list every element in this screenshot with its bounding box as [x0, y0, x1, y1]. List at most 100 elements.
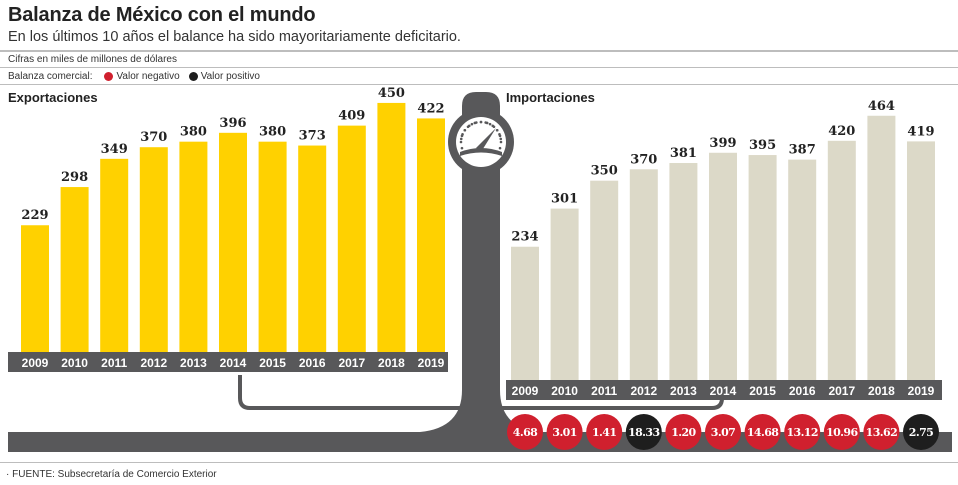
year-label-2010: 2010: [551, 384, 578, 398]
bar-2018: [867, 115, 896, 380]
bar-2016: [298, 145, 327, 352]
imports-chart: 234 2009 301 2010 350 2011 370 2012 381 2013 399 20…: [506, 99, 942, 400]
bar-2009: [511, 246, 539, 380]
value-label-2016: 373: [299, 129, 326, 144]
balance-circle-2018: [863, 414, 900, 450]
year-label-2016: 2016: [299, 356, 326, 370]
year-label-2018: 2018: [868, 384, 895, 398]
legend-negative-swatch: [104, 72, 114, 81]
value-label-2012: 370: [630, 152, 657, 167]
bar-2019: [907, 141, 935, 380]
balance-circle-2010: [546, 414, 583, 450]
source-note: · FUENTE: Subsecretaría de Comercio Exte…: [6, 469, 217, 480]
chart-title: Balanza de México con el mundo: [8, 4, 316, 26]
divider: [0, 50, 958, 52]
bar-2017: [827, 140, 856, 380]
bar-2011: [590, 180, 619, 380]
value-label-2019: 422: [417, 101, 444, 116]
year-label-2016: 2016: [789, 384, 816, 398]
year-label-2012: 2012: [140, 356, 167, 370]
year-label-2010: 2010: [61, 356, 88, 370]
year-label-2015: 2015: [749, 384, 776, 398]
chart-subtitle: En los últimos 10 años el balance ha sid…: [8, 29, 461, 45]
bar-2013: [179, 141, 208, 352]
exports-chart: 229 2009 298 2010 349 2011 370 2012 380 2013 396 20…: [8, 86, 448, 372]
balance-label-2019: 2.75: [909, 426, 933, 439]
value-label-2009: 229: [21, 208, 48, 223]
bar-2015: [258, 141, 287, 352]
bar-2012: [139, 147, 168, 352]
bar-2017: [337, 125, 366, 352]
imports-title: Importaciones: [506, 90, 595, 105]
balance-circle-2012: [625, 414, 662, 450]
scale-pillar: [8, 92, 952, 452]
value-label-2019: 419: [907, 124, 934, 139]
value-label-2011: 350: [591, 164, 618, 179]
balance-circle-2016: [784, 414, 821, 450]
year-label-2017: 2017: [338, 356, 365, 370]
value-label-2010: 301: [551, 192, 578, 207]
bar-2018: [377, 102, 406, 352]
bar-2013: [669, 163, 698, 380]
value-label-2014: 396: [219, 116, 246, 131]
value-label-2015: 395: [749, 138, 776, 153]
year-label-2014: 2014: [220, 356, 247, 370]
value-label-2012: 370: [140, 130, 167, 145]
value-label-2013: 380: [180, 125, 207, 140]
value-label-2018: 450: [378, 86, 405, 101]
year-label-2013: 2013: [180, 356, 207, 370]
divider: [0, 462, 958, 463]
legend-positive-swatch: [188, 72, 198, 81]
year-label-2018: 2018: [378, 356, 405, 370]
balance-label-2016: 13.12: [786, 426, 817, 439]
balance-circle-2019: [903, 414, 939, 450]
scale-frame: [8, 92, 952, 452]
bar-2011: [100, 158, 129, 352]
watch-icon: [448, 109, 514, 175]
year-label-2012: 2012: [630, 384, 657, 398]
balance-label-2010: 3.01: [552, 426, 576, 439]
value-label-2017: 420: [828, 124, 855, 139]
balance-circle-2011: [586, 414, 623, 450]
value-label-2010: 298: [61, 170, 88, 185]
value-label-2015: 380: [259, 125, 286, 140]
bar-2014: [219, 132, 247, 352]
divider: [0, 67, 958, 68]
year-label-2019: 2019: [908, 384, 935, 398]
year-label-2009: 2009: [512, 384, 539, 398]
bar-2009: [21, 225, 49, 352]
bar-2016: [788, 159, 817, 380]
balance-label-2014: 3.07: [711, 426, 735, 439]
year-label-2017: 2017: [828, 384, 855, 398]
bar-2019: [417, 118, 445, 352]
balance-row: 4.68 3.01 1.41 18.33 1.20 3.07 14.68 13.12 10.96…: [507, 414, 939, 450]
value-label-2011: 349: [101, 142, 128, 157]
balance-label-2012: 18.33: [628, 426, 659, 439]
bar-2014: [709, 152, 737, 380]
balance-label-2015: 14.68: [747, 426, 779, 439]
value-label-2017: 409: [338, 109, 365, 124]
bar-2012: [629, 169, 658, 380]
year-label-2015: 2015: [259, 356, 286, 370]
legend: Balanza comercial: Valor negativo Valor …: [8, 71, 260, 82]
balance-circle-2013: [665, 414, 702, 450]
value-label-2014: 399: [709, 136, 736, 151]
value-label-2009: 234: [511, 230, 538, 245]
balance-circle-2014: [705, 414, 741, 450]
value-label-2016: 387: [789, 143, 816, 158]
year-label-2011: 2011: [101, 356, 127, 370]
year-label-2019: 2019: [418, 356, 445, 370]
balance-circle-2015: [744, 414, 781, 450]
value-label-2018: 464: [868, 99, 895, 114]
balance-circle-2017: [823, 414, 860, 450]
year-label-2014: 2014: [710, 384, 737, 398]
scale-connector: [238, 375, 724, 410]
balance-label-2013: 1.20: [671, 426, 696, 439]
year-axis-band: [506, 380, 942, 400]
bar-2010: [550, 208, 579, 380]
legend-negative-label: Valor negativo: [116, 71, 180, 82]
balance-circle-2009: [507, 414, 543, 450]
balance-label-2018: 13.62: [866, 426, 897, 439]
legend-positive-label: Valor positivo: [200, 71, 260, 82]
